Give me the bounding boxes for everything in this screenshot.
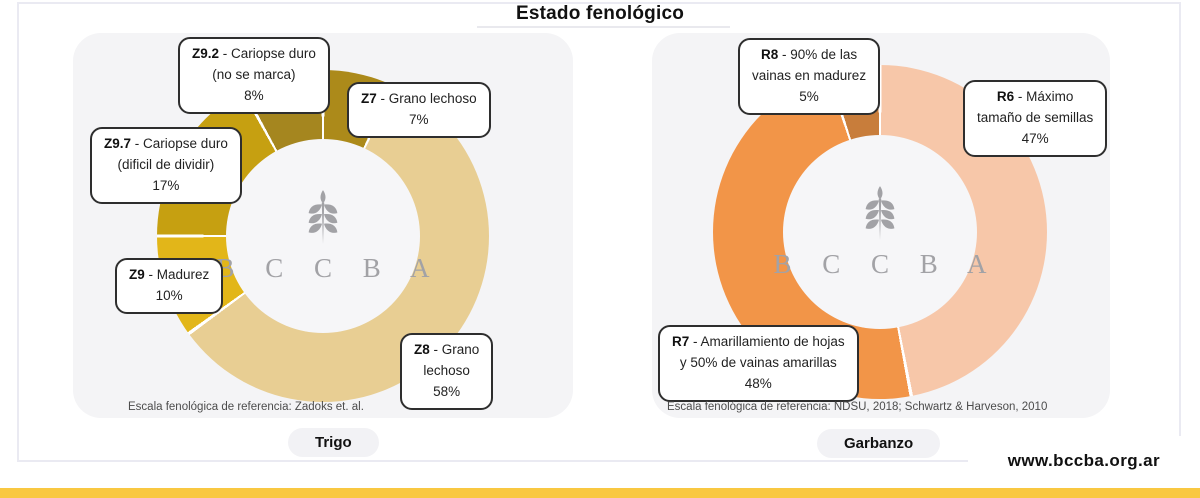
garbanzo-donut-center: B C C B A <box>773 135 987 329</box>
website-url: www.bccba.org.ar <box>1007 451 1160 470</box>
bccba-logo-text: B C C B A <box>216 252 442 283</box>
callout-r7: R7 - Amarillamiento de hojas y 50% de va… <box>658 325 859 402</box>
bottom-accent-bar <box>0 488 1200 498</box>
bccba-logo-text: B C C B A <box>773 248 999 279</box>
callout-z7: Z7 - Grano lechoso 7% <box>347 82 491 138</box>
page-title: Estado fenológico <box>515 3 685 24</box>
title-underline <box>477 26 730 28</box>
wheat-icon <box>865 185 895 240</box>
trigo-label-pill: Trigo <box>288 428 379 457</box>
content-frame <box>17 2 1181 462</box>
callout-z8: Z8 - Grano lechoso 58% <box>400 333 494 410</box>
callout-r6: R6 - Máximo tamaño de semillas 47% <box>963 80 1108 157</box>
garbanzo-label-pill: Garbanzo <box>817 429 941 458</box>
callout-z9-2: Z9.2 - Cariopse duro (no se marca) 8% <box>178 37 330 114</box>
callout-r8: R8 - 90% de las vainas en madurez 5% <box>738 38 881 115</box>
garbanzo-footnote: Escala fenológica de referencia: NDSU, 2… <box>667 401 1048 413</box>
trigo-donut-center: B C C B A <box>216 139 430 333</box>
trigo-footnote: Escala fenológica de referencia: Zadoks … <box>128 401 364 413</box>
callout-z9: Z9 - Madurez 10% <box>115 258 224 314</box>
website-url-strip: www.bccba.org.ar <box>968 436 1200 486</box>
wheat-icon <box>308 189 338 244</box>
callout-z9-7: Z9.7 - Cariopse duro (dificil de dividir… <box>90 127 242 204</box>
